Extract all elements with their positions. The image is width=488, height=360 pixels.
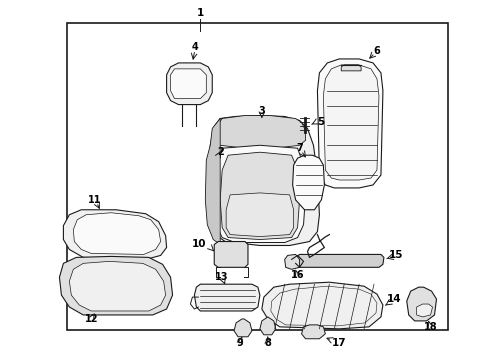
Polygon shape	[166, 63, 212, 105]
Bar	[67, 23, 447, 330]
Text: 15: 15	[388, 251, 403, 260]
Polygon shape	[214, 242, 247, 267]
Polygon shape	[262, 282, 382, 329]
Polygon shape	[225, 193, 293, 237]
Text: 8: 8	[264, 338, 271, 348]
Polygon shape	[208, 116, 319, 246]
Polygon shape	[234, 319, 251, 337]
Polygon shape	[220, 152, 299, 239]
Polygon shape	[259, 317, 275, 335]
Polygon shape	[73, 213, 161, 255]
Polygon shape	[63, 210, 166, 260]
Text: 12: 12	[84, 314, 98, 324]
Polygon shape	[341, 65, 360, 71]
Polygon shape	[170, 69, 206, 99]
Text: 3: 3	[258, 105, 264, 116]
Polygon shape	[323, 65, 378, 180]
Polygon shape	[317, 59, 382, 188]
Polygon shape	[406, 287, 436, 321]
Text: 13: 13	[215, 272, 228, 282]
Polygon shape	[284, 255, 299, 269]
Text: 2: 2	[216, 147, 223, 157]
Text: 5: 5	[317, 117, 324, 127]
Text: 9: 9	[236, 338, 243, 348]
Text: 14: 14	[386, 294, 401, 304]
Polygon shape	[294, 255, 383, 267]
Text: 7: 7	[296, 143, 303, 153]
Text: 4: 4	[192, 42, 198, 52]
Polygon shape	[194, 284, 259, 311]
Polygon shape	[69, 261, 165, 311]
Polygon shape	[301, 325, 325, 339]
Polygon shape	[214, 145, 305, 243]
Text: 6: 6	[373, 46, 380, 56]
Polygon shape	[416, 304, 432, 317]
Text: 10: 10	[191, 239, 206, 248]
Text: 11: 11	[88, 195, 102, 205]
Polygon shape	[60, 256, 172, 315]
Text: 16: 16	[290, 270, 304, 280]
Polygon shape	[292, 155, 324, 210]
Text: 1: 1	[196, 8, 203, 18]
Text: 17: 17	[331, 338, 345, 348]
Polygon shape	[205, 118, 220, 244]
Polygon shape	[215, 116, 305, 148]
Text: 18: 18	[423, 322, 436, 332]
